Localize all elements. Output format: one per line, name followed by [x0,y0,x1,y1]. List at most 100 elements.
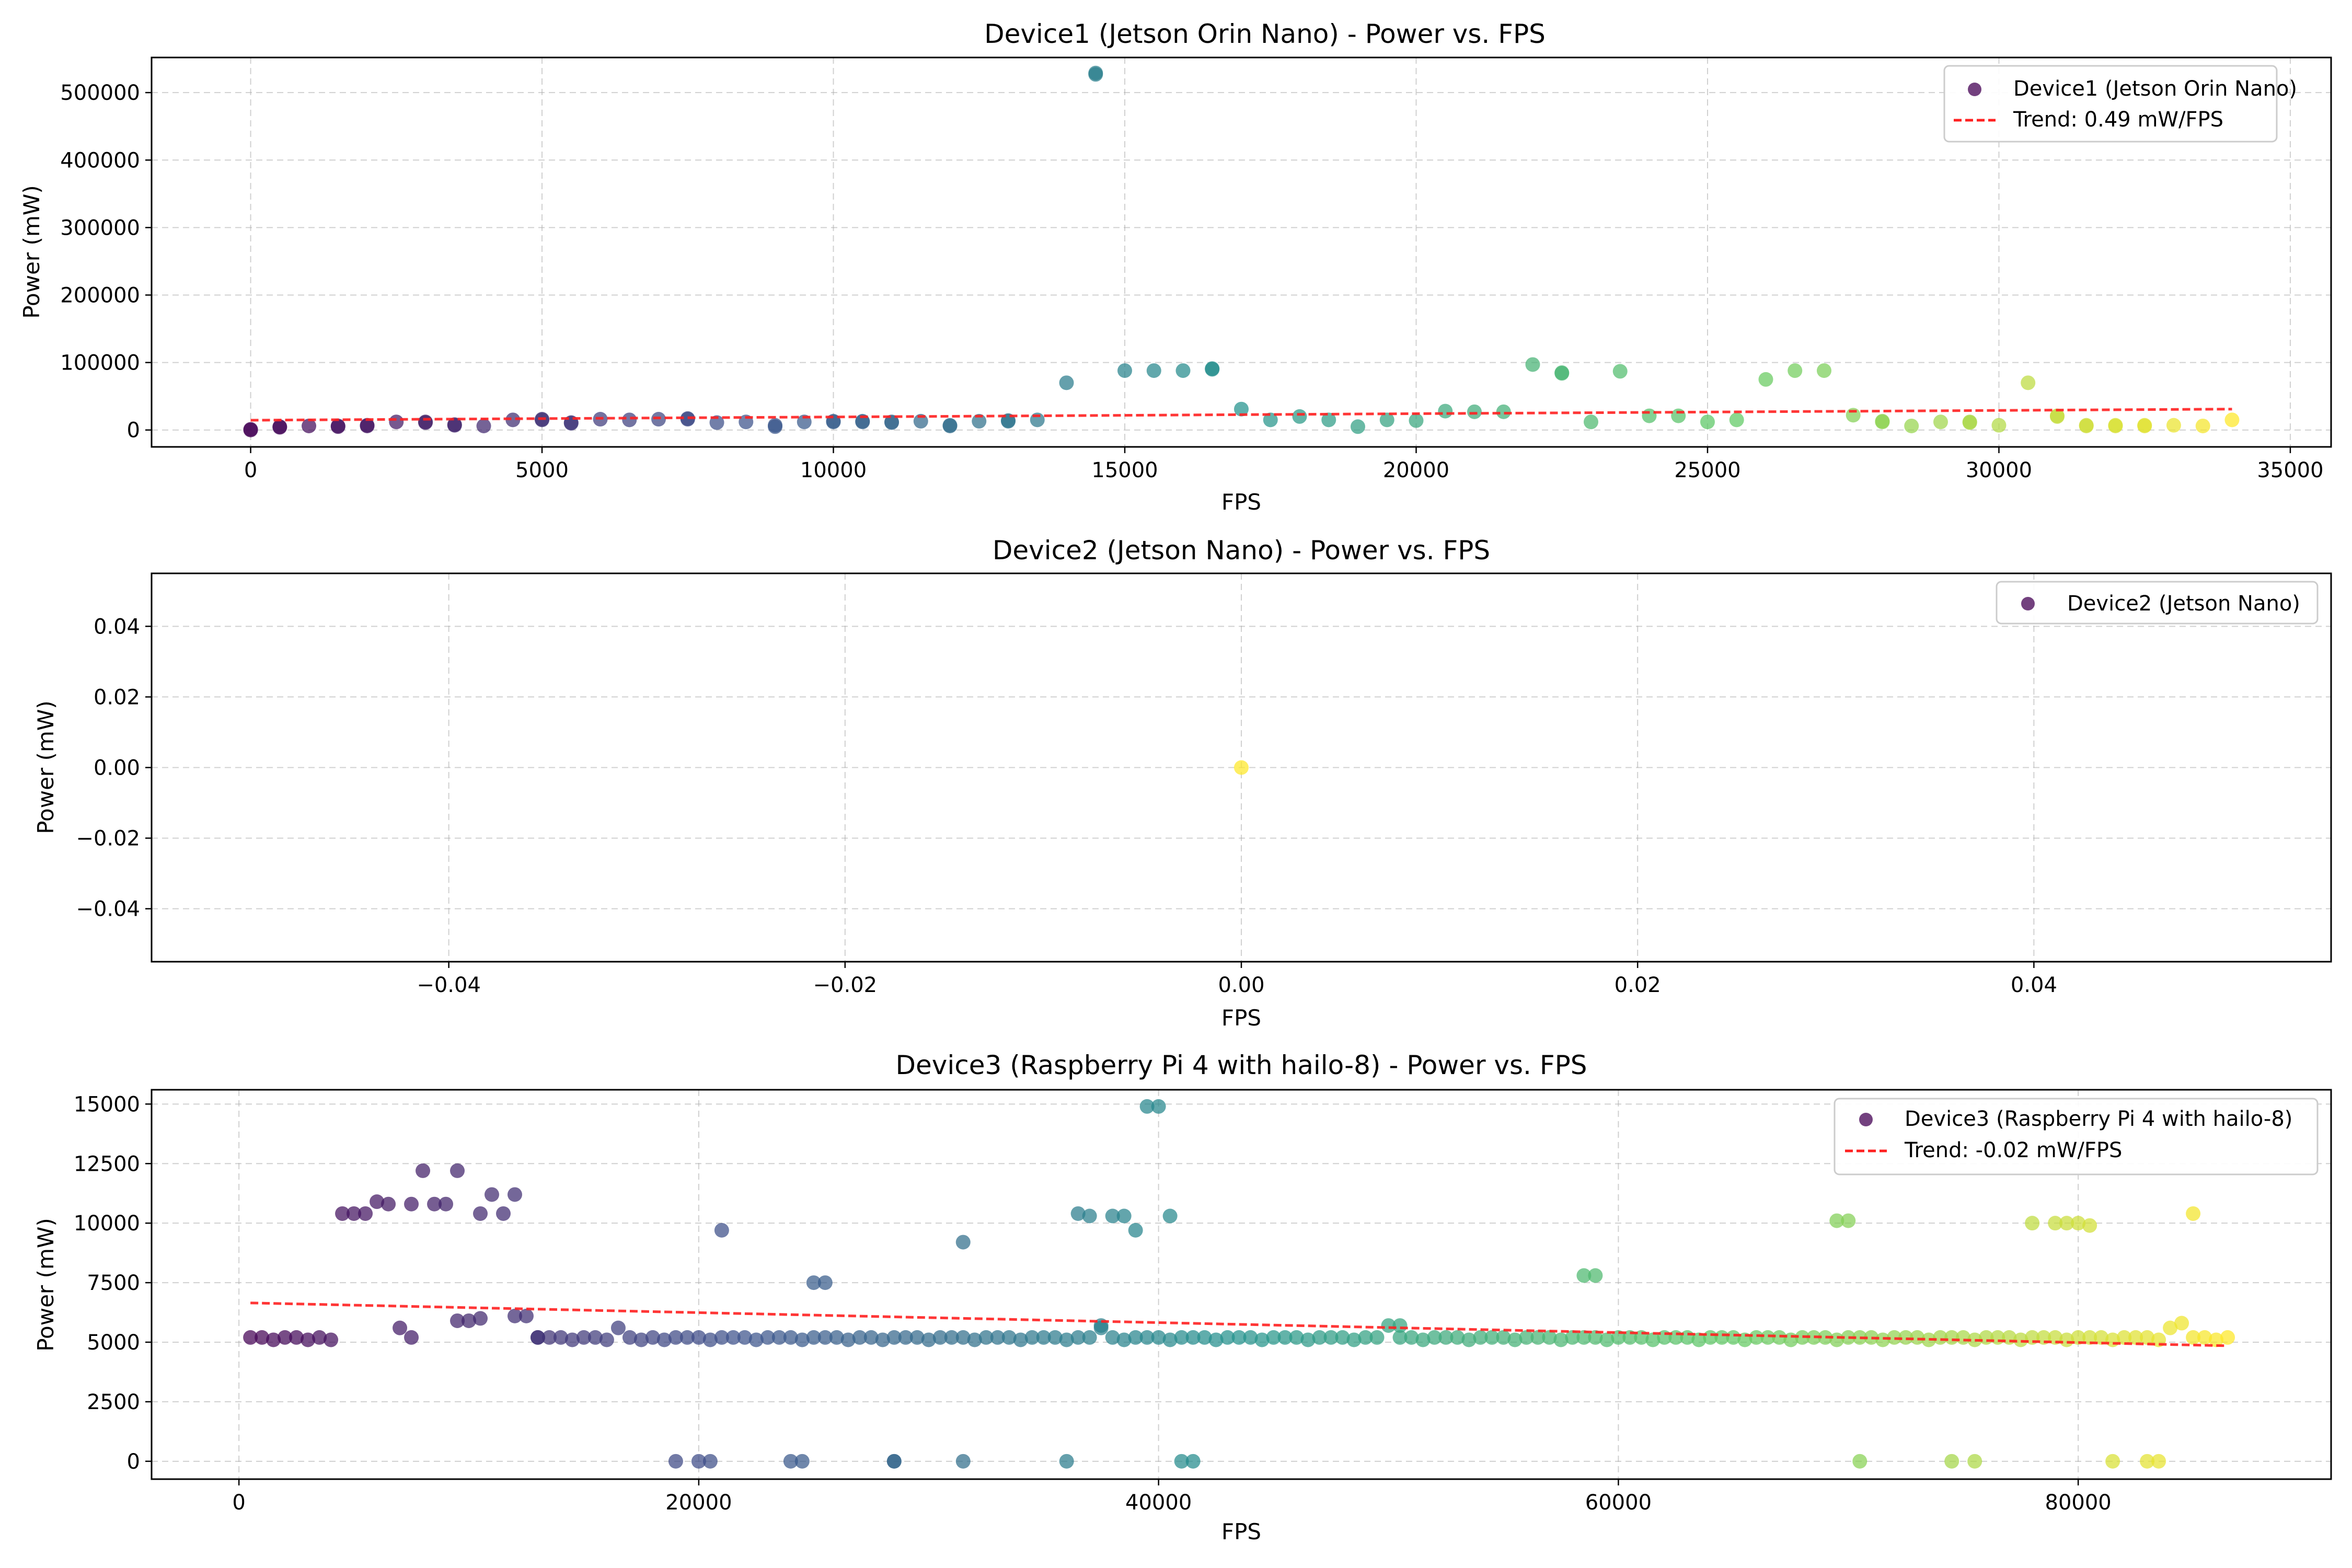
y-tick-label: 0.02 [94,685,140,709]
data-point [1542,1330,1557,1345]
x-axis-label: FPS [1221,1519,1261,1544]
data-point [2195,418,2210,433]
x-tick-label: 0.00 [1218,973,1264,997]
data-point [610,1320,626,1335]
data-point [416,1163,431,1178]
data-point [2220,1330,2235,1345]
x-axis-label: FPS [1221,489,1261,515]
data-point [1967,1454,1982,1469]
data-point [817,1330,833,1345]
data-point [1350,419,1365,434]
data-point [1525,357,1540,372]
y-tick-label: 2500 [87,1390,140,1414]
data-point [1243,1330,1258,1345]
x-tick-label: 60000 [1585,1491,1652,1515]
data-point [1507,1332,1523,1347]
data-point [1829,1213,1844,1228]
data-point [485,1187,500,1202]
data-point [909,1330,925,1345]
trend-line [250,1301,2228,1347]
data-point [2025,1216,2040,1231]
data-point [518,1308,534,1323]
data-point [806,1275,821,1290]
data-point [2079,418,2094,433]
data-point [243,422,258,437]
data-point [1438,1330,1454,1345]
data-point [2209,1332,2224,1347]
data-point [2059,1216,2074,1231]
x-tick-label: 25000 [1674,458,1740,482]
data-points [243,65,2240,437]
data-point [1588,1330,1603,1345]
data-point [1001,1330,1017,1345]
x-tick-label: 35000 [2257,458,2323,482]
data-point [473,1206,488,1221]
data-point [2071,1330,2086,1345]
data-point [1875,413,1890,429]
data-point [1392,1318,1408,1333]
data-point [1013,1332,1028,1347]
data-point [553,1330,568,1345]
x-tick-label: 15000 [1091,458,1158,482]
legend-label-points: Device2 (Jetson Nano) [2067,592,2300,616]
data-point [278,1330,293,1345]
data-point [1289,1330,1304,1345]
data-point [2048,1216,2063,1231]
data-point [1151,1099,1166,1114]
data-point [1921,1332,1936,1347]
data-point [1139,1330,1155,1345]
data-point [1933,1330,1948,1345]
y-tick-label: −0.04 [76,897,140,921]
data-point [2140,1330,2155,1345]
data-point [496,1206,511,1221]
data-point [645,1330,660,1345]
data-point [748,1332,764,1347]
data-point [898,1330,913,1345]
data-point [1864,1330,1879,1345]
y-tick-label: −0.02 [76,827,140,851]
data-points [1234,760,1249,775]
data-point [404,1330,419,1345]
data-point [633,1332,649,1347]
data-point [1312,1330,1327,1345]
y-tick-label: 0.00 [94,756,140,780]
data-point [1427,1330,1442,1345]
data-point [2224,412,2240,428]
data-point [1070,1206,1086,1221]
data-point [2163,1320,2178,1335]
data-point [381,1196,396,1212]
data-point [1553,1332,1569,1347]
data-point [1691,1332,1707,1347]
x-tick-label: 10000 [800,458,867,482]
data-point [679,1330,695,1345]
data-point [2021,375,2036,390]
data-point [1128,1223,1143,1238]
data-point [1554,365,1570,380]
x-tick-label: −0.02 [813,973,878,997]
y-tick-label: 10000 [74,1212,140,1236]
data-point [840,1332,856,1347]
data-point [1818,1330,1833,1345]
data-point [817,1275,833,1290]
x-axis-label: FPS [1221,1005,1261,1031]
data-point [1174,1454,1189,1469]
data-point [476,418,491,433]
data-point [2105,1454,2120,1469]
data-point [1841,1213,1856,1228]
data-point [1599,1332,1615,1347]
data-point [702,1454,718,1469]
data-point [1760,1330,1775,1345]
data-point [1254,1332,1270,1347]
x-tick-label: 5000 [515,458,569,482]
y-axis-label: Power (mW) [33,700,59,834]
data-point [1530,1330,1546,1345]
data-point [967,1332,982,1347]
data-point [324,1332,339,1347]
data-point [768,418,783,433]
data-point [714,1330,729,1345]
data-point [1772,1330,1787,1345]
data-point [389,414,404,430]
data-point [944,1330,959,1345]
data-point [702,1332,718,1347]
data-point [1277,1330,1293,1345]
